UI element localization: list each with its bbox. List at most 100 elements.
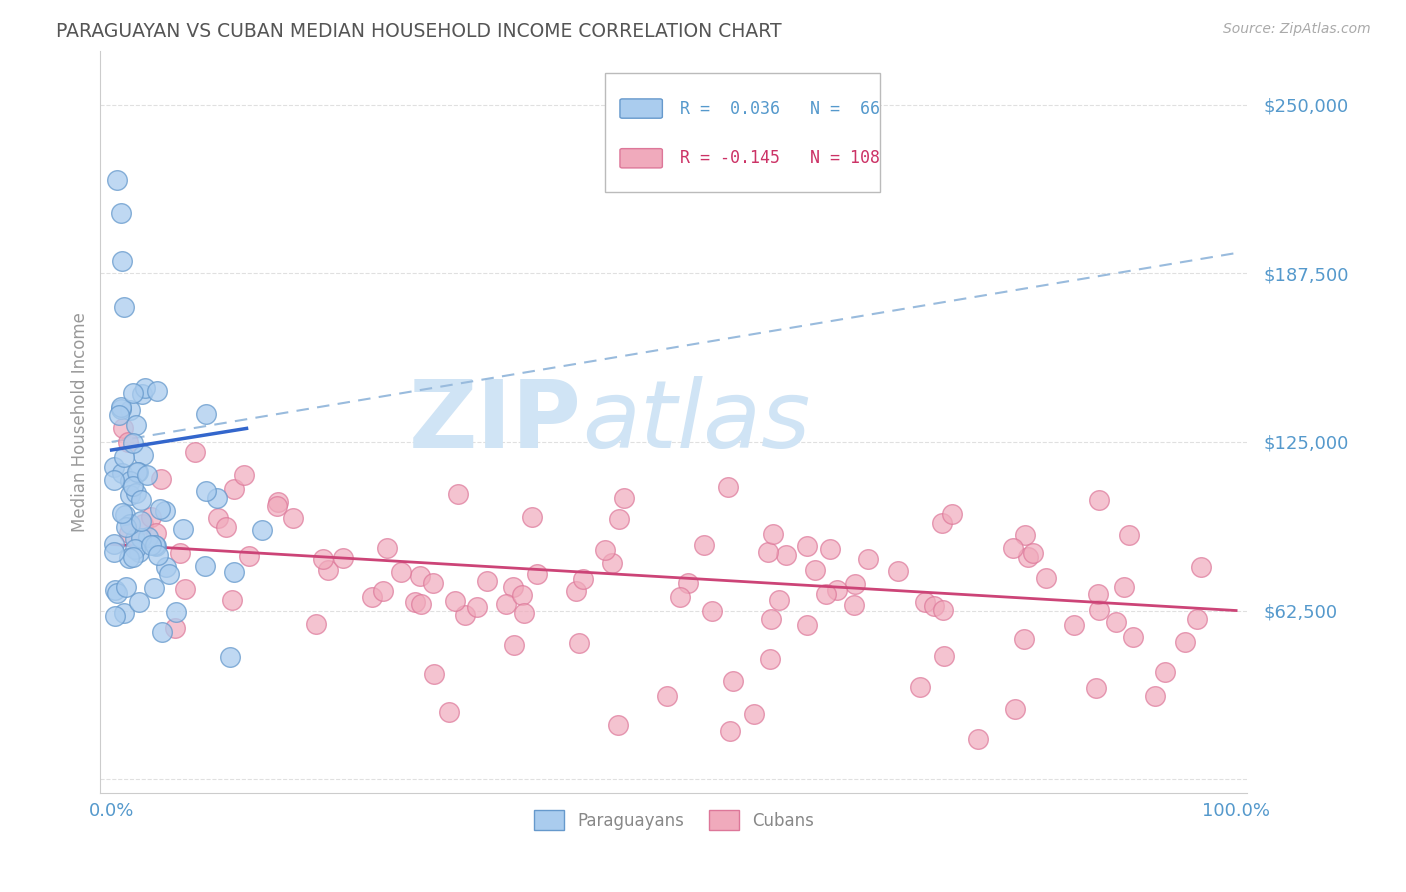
Point <box>1084 681 1107 696</box>
Point <box>111 254 134 268</box>
Point <box>377 541 399 555</box>
Point <box>967 731 990 746</box>
Text: ZIP: ZIP <box>409 376 582 467</box>
Point <box>759 652 782 666</box>
Point <box>775 548 797 562</box>
Point <box>613 491 636 505</box>
Point <box>742 707 765 722</box>
Point <box>887 564 910 578</box>
Point <box>568 636 591 650</box>
Point <box>717 480 740 494</box>
Point <box>124 541 146 556</box>
Point <box>195 484 218 499</box>
Point <box>129 493 152 508</box>
Point <box>422 575 444 590</box>
Point <box>932 603 955 617</box>
Point <box>150 624 173 639</box>
Point <box>141 538 163 552</box>
Point <box>721 674 744 689</box>
Point <box>132 516 155 531</box>
Point <box>121 479 143 493</box>
Point <box>105 585 128 599</box>
Point <box>756 545 779 559</box>
Point <box>606 718 628 732</box>
Point <box>768 592 790 607</box>
Point <box>856 552 879 566</box>
Point <box>233 468 256 483</box>
Point <box>143 539 166 553</box>
Point <box>600 556 623 570</box>
Point <box>145 525 167 540</box>
Point <box>526 567 548 582</box>
Point <box>155 560 177 574</box>
Point <box>1022 545 1045 559</box>
Point <box>118 487 141 501</box>
Point <box>224 482 246 496</box>
Point <box>173 582 195 596</box>
Point <box>266 499 288 513</box>
Point <box>267 495 290 509</box>
Point <box>129 514 152 528</box>
Point <box>127 465 149 479</box>
Point <box>105 173 128 187</box>
Point <box>454 607 477 622</box>
Point <box>669 590 692 604</box>
Point <box>941 507 963 521</box>
Point <box>281 511 304 525</box>
Point <box>693 538 716 552</box>
Point <box>165 605 187 619</box>
Point <box>111 467 134 481</box>
Point <box>145 539 167 553</box>
Point <box>825 582 848 597</box>
Point <box>157 566 180 581</box>
Point <box>195 407 218 421</box>
Point <box>389 566 412 580</box>
Point <box>111 421 134 435</box>
Point <box>218 650 240 665</box>
Point <box>128 595 150 609</box>
Point <box>818 542 841 557</box>
Point <box>118 526 141 541</box>
Point <box>142 581 165 595</box>
Text: Source: ZipAtlas.com: Source: ZipAtlas.com <box>1223 22 1371 37</box>
Point <box>409 569 432 583</box>
Point <box>118 551 141 566</box>
Point <box>1118 528 1140 542</box>
Text: atlas: atlas <box>582 376 810 467</box>
Point <box>411 597 433 611</box>
Point <box>1114 580 1136 594</box>
Point <box>510 588 533 602</box>
Point <box>796 618 818 632</box>
Point <box>423 667 446 681</box>
Point <box>1143 689 1166 703</box>
Point <box>118 475 141 489</box>
Point <box>910 680 932 694</box>
Point <box>502 638 524 652</box>
Text: PARAGUAYAN VS CUBAN MEDIAN HOUSEHOLD INCOME CORRELATION CHART: PARAGUAYAN VS CUBAN MEDIAN HOUSEHOLD INC… <box>56 22 782 41</box>
Text: R = -0.145   N = 108: R = -0.145 N = 108 <box>679 149 880 168</box>
Point <box>132 448 155 462</box>
Point <box>1063 618 1085 632</box>
Point <box>759 612 782 626</box>
Point <box>932 649 955 664</box>
Point <box>520 510 543 524</box>
Point <box>127 465 149 479</box>
Point <box>110 402 132 417</box>
Point <box>844 599 866 613</box>
Point <box>1173 635 1195 649</box>
Point <box>184 444 207 458</box>
Point <box>215 520 238 534</box>
Point <box>103 537 125 551</box>
Point <box>221 593 243 607</box>
Point <box>922 599 945 613</box>
Y-axis label: Median Household Income: Median Household Income <box>72 311 89 532</box>
Point <box>118 516 141 531</box>
Point <box>129 531 152 545</box>
Point <box>110 401 132 415</box>
Point <box>114 508 136 522</box>
Point <box>844 576 866 591</box>
Point <box>305 616 328 631</box>
Point <box>121 436 143 450</box>
Point <box>361 590 384 604</box>
Point <box>1014 528 1036 542</box>
